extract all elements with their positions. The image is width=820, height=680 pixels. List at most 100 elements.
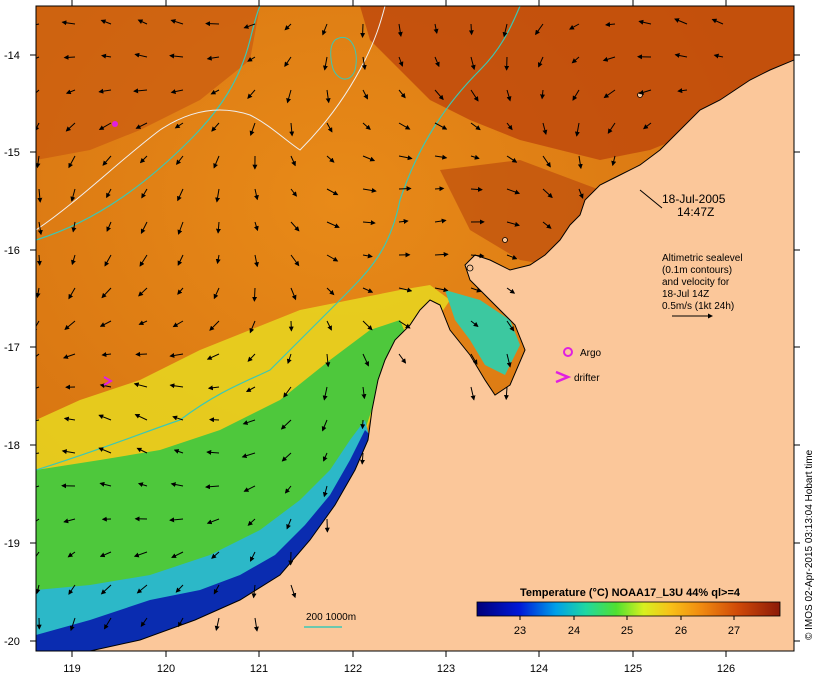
velocity-arrow: [99, 481, 112, 487]
y-tick-label: -19: [4, 538, 20, 550]
velocity-arrow: [172, 415, 184, 421]
velocity-arrow: [677, 88, 688, 94]
velocity-arrow: [100, 584, 112, 595]
colorbar-title: Temperature (°C) NOAA17_L3U 44% ql>=4: [520, 587, 741, 599]
velocity-arrow: [434, 186, 445, 192]
velocity-arrow: [502, 23, 508, 38]
velocity-arrow: [169, 517, 184, 523]
velocity-arrow: [36, 155, 41, 169]
velocity-arrow: [611, 155, 617, 167]
velocity-arrow: [253, 617, 259, 632]
x-tick-label: 123: [437, 663, 455, 675]
velocity-arrow: [607, 122, 616, 134]
sealevel-contour-loop: [330, 37, 357, 80]
velocity-arrow: [139, 155, 148, 164]
velocity-arrow: [284, 485, 292, 494]
velocity-arrow: [540, 89, 546, 100]
velocity-arrow: [206, 449, 220, 455]
colorbar-tick-label: 24: [568, 625, 580, 637]
velocity-arrow: [36, 584, 41, 595]
velocity-arrow: [362, 122, 371, 130]
velocity-arrow: [177, 188, 184, 202]
map-plot-area: 18-Jul-2005 14:47Z Altimetric sealevel (…: [36, 6, 794, 651]
velocity-arrow: [61, 20, 76, 26]
colorbar-tick-label: 23: [514, 625, 526, 637]
velocity-arrow: [713, 53, 724, 59]
y-tick-label: -18: [4, 440, 20, 452]
velocity-arrow: [169, 53, 184, 59]
y-tick-label: -16: [4, 245, 20, 257]
velocity-arrow: [326, 254, 339, 262]
velocity-arrow: [468, 23, 474, 36]
sst-hot-patch-ne: [360, 6, 794, 160]
altimetry-line-1: Altimetric sealevel: [662, 253, 743, 264]
velocity-arrow: [325, 353, 331, 368]
velocity-arrow: [37, 221, 43, 236]
velocity-arrow: [286, 353, 292, 365]
velocity-arrow: [169, 383, 184, 389]
velocity-arrow: [101, 53, 112, 59]
velocity-arrow: [254, 254, 259, 268]
colorbar-tick-label: 26: [675, 625, 687, 637]
velocity-arrow: [326, 188, 339, 196]
velocity-arrow: [247, 518, 256, 526]
velocity-arrow: [398, 287, 413, 293]
velocity-arrow: [36, 353, 40, 358]
velocity-arrow: [98, 414, 112, 421]
velocity-arrow: [506, 254, 518, 260]
velocity-arrow: [36, 485, 40, 488]
velocity-arrow: [322, 452, 328, 462]
velocity-arrow: [434, 287, 449, 293]
velocity-arrow: [711, 18, 724, 25]
velocity-arrow: [322, 485, 328, 498]
velocity-arrow: [506, 221, 520, 227]
velocity-arrow: [398, 155, 413, 161]
argo-label: Argo: [580, 348, 602, 359]
velocity-arrow: [542, 122, 548, 135]
velocity-arrow: [206, 55, 220, 61]
land-mass: [89, 59, 794, 651]
velocity-arrow: [136, 584, 148, 594]
velocity-arrow: [103, 617, 112, 630]
velocity-arrow: [470, 56, 476, 71]
velocity-arrow: [106, 221, 112, 232]
velocity-arrow: [253, 188, 259, 201]
velocity-arrow: [470, 186, 483, 192]
velocity-arrow: [569, 23, 580, 30]
velocity-arrow: [249, 122, 256, 136]
velocity-arrow: [362, 253, 373, 259]
altimetry-line-4: 18-Jul 14Z: [662, 289, 709, 300]
velocity-arrow: [434, 154, 448, 160]
argo-legend-symbol: [563, 347, 573, 357]
velocity-arrow: [470, 89, 479, 102]
drifter-label: drifter: [574, 373, 600, 384]
velocity-arrow: [602, 56, 616, 62]
velocity-arrow: [434, 122, 448, 130]
velocity-arrow: [71, 221, 77, 233]
velocity-arrow: [247, 353, 256, 362]
x-tick-label: 119: [63, 663, 81, 675]
colorbar: [476, 601, 781, 617]
velocity-arrow: [470, 122, 481, 131]
velocity-arrow: [286, 518, 292, 530]
velocity-arrow: [175, 155, 184, 165]
velocity-arrow: [36, 386, 40, 389]
velocity-arrow: [100, 19, 112, 25]
velocity-arrow: [603, 89, 616, 99]
velocity-arrow: [470, 287, 482, 293]
velocity-arrow: [638, 19, 652, 25]
velocity-arrow: [537, 56, 544, 68]
velocity-arrow: [674, 53, 688, 58]
velocity-arrow: [470, 253, 485, 259]
velocity-arrow: [209, 320, 220, 331]
velocity-arrow: [326, 221, 340, 228]
velocity-arrow: [506, 89, 512, 102]
velocity-arrow: [68, 155, 76, 169]
velocity-arrow: [71, 254, 76, 266]
velocity-arrow: [243, 485, 256, 492]
velocity-arrow: [135, 122, 148, 129]
velocity-arrow: [470, 154, 480, 160]
argo-float-marker: [112, 121, 118, 127]
velocity-arrow: [215, 221, 221, 234]
y-tick-label: -17: [4, 342, 20, 354]
